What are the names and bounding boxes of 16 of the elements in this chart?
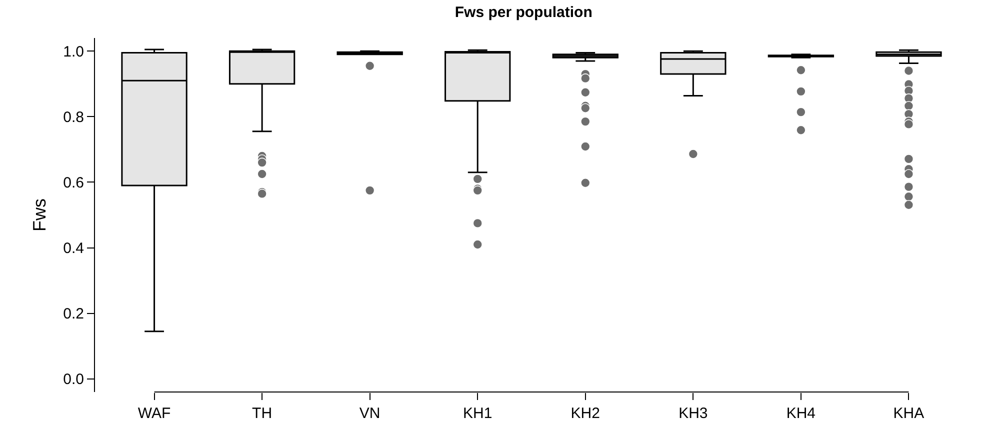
x-tick-label: KH2 bbox=[570, 405, 600, 422]
x-tick-label: KH1 bbox=[463, 405, 492, 422]
y-tick-label: 0.0 bbox=[63, 371, 84, 388]
x-tick-label: KH4 bbox=[786, 405, 816, 422]
y-axis-title: Fws bbox=[29, 198, 50, 232]
y-tick-label: 0.4 bbox=[63, 240, 84, 258]
y-tick-label: 0.2 bbox=[63, 306, 84, 323]
y-tick-label: 0.8 bbox=[63, 108, 84, 126]
x-tick-label: KH3 bbox=[678, 405, 708, 422]
x-tick-label: KHA bbox=[893, 405, 924, 422]
x-tick-label: WAF bbox=[138, 405, 171, 422]
chart-title: Fws per population bbox=[454, 4, 592, 22]
x-tick-label: TH bbox=[252, 405, 272, 422]
y-tick-label: 1.0 bbox=[63, 43, 84, 60]
x-tick-label: VN bbox=[359, 405, 380, 422]
y-tick-label: 0.6 bbox=[63, 174, 84, 192]
